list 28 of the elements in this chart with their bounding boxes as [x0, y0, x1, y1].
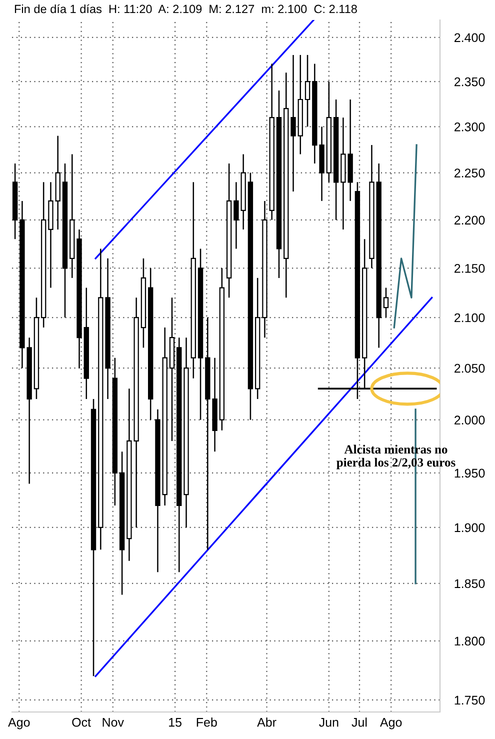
x-tick-label: Oct — [72, 718, 91, 727]
y-tick-label: 2.300 — [454, 122, 485, 132]
chart-title: Fin de día 1 días H: 11:20 A: 2.109 M: 2.127 m: 2.100 C: 2.118 — [14, 4, 357, 14]
y-tick-label: 1.750 — [454, 696, 485, 705]
candlestick — [290, 54, 296, 192]
y-tick-label: 1.800 — [454, 636, 485, 646]
x-tick-label: Jun — [319, 718, 338, 727]
x-tick-label: Jul — [352, 718, 367, 727]
y-tick-label: 2.350 — [454, 77, 485, 86]
y-tick-label: 2.250 — [454, 168, 485, 178]
x-tick-label: Nov — [102, 718, 124, 727]
candlestick — [383, 287, 389, 318]
y-tick-label: 1.950 — [454, 468, 485, 478]
x-tick-label: Ago — [8, 718, 30, 730]
y-tick-label: 2.100 — [454, 313, 485, 322]
y-tick-label: 2.400 — [454, 33, 485, 42]
candlestick — [304, 54, 310, 128]
y-tick-label: 2.200 — [454, 216, 485, 225]
x-tick-label: Ago — [380, 718, 402, 730]
y-tick-label: 2.150 — [454, 264, 485, 273]
line-series — [393, 144, 418, 328]
y-tick-label: 1.850 — [454, 579, 485, 588]
x-tick-label: Feb — [196, 718, 217, 727]
y-tick-label: 2.050 — [454, 364, 485, 373]
y-tick-label: 2.000 — [454, 416, 485, 425]
y-tick-label: 1.900 — [454, 523, 485, 532]
x-tick-label: Abr — [257, 718, 276, 727]
x-tick-label: 15 — [169, 718, 182, 727]
